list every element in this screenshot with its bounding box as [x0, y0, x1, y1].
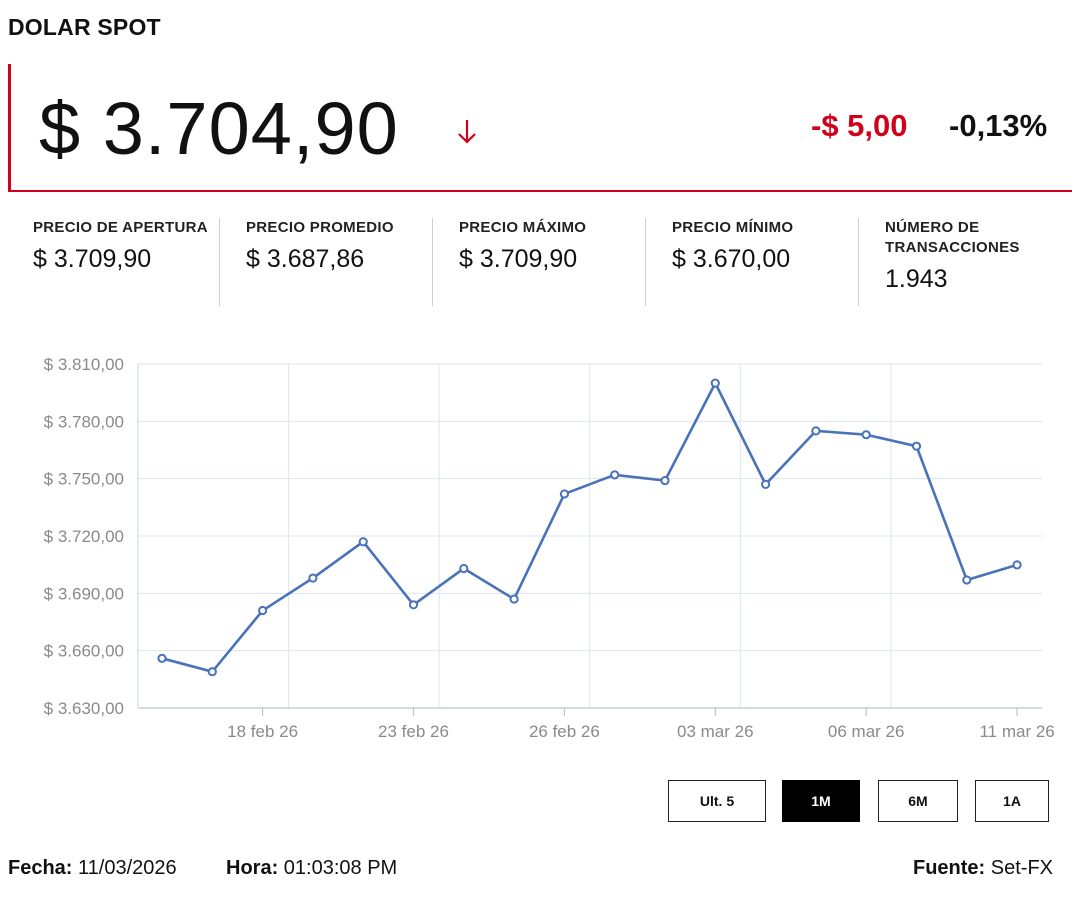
change-percent: -0,13%	[949, 108, 1048, 143]
stat-value: $ 3.709,90	[33, 245, 152, 273]
x-tick-label: 23 feb 26	[378, 722, 449, 741]
stats-row: PRECIO DE APERTURA $ 3.709,90 PRECIO PRO…	[8, 218, 1072, 308]
range-button-1a[interactable]: 1A	[975, 780, 1049, 822]
y-tick-label: $ 3.750,00	[44, 470, 124, 489]
data-point	[610, 470, 620, 480]
change-absolute: -$ 5,00	[811, 108, 908, 143]
stat-value: $ 3.687,86	[246, 245, 365, 273]
stat-min: PRECIO MÍNIMO $ 3.670,00	[647, 218, 859, 306]
range-button-1m[interactable]: 1M	[782, 780, 860, 822]
data-point	[358, 537, 368, 547]
arrow-down-icon	[458, 120, 476, 144]
data-point	[660, 475, 670, 486]
stat-label: PRECIO DE APERTURA	[33, 219, 208, 236]
data-point	[710, 378, 720, 388]
y-tick-label: $ 3.810,00	[44, 355, 124, 374]
y-tick-label: $ 3.630,00	[44, 699, 124, 718]
source-label: Fuente:	[913, 857, 986, 879]
x-tick-label: 06 mar 26	[828, 722, 905, 741]
x-tick-label: 03 mar 26	[677, 722, 754, 741]
x-axis: 18 feb 26 23 feb 26 26 feb 26 03 mar 26 06 m…	[138, 707, 1055, 741]
footer-date: Fecha: 11/03/2026	[8, 857, 177, 880]
y-tick-label: $ 3.720,00	[44, 527, 124, 546]
date-label: Fecha:	[8, 857, 73, 879]
data-point	[811, 426, 821, 436]
footer-time: Hora: 01:03:08 PM	[226, 857, 397, 880]
data-point	[962, 575, 972, 585]
stat-label: NÚMERO DE TRANSACCIONES	[885, 219, 1020, 256]
chart-grid	[138, 363, 1042, 709]
page-title: DOLAR SPOT	[8, 14, 161, 40]
stat-max: PRECIO MÁXIMO $ 3.709,90	[434, 218, 646, 306]
range-selector: Ult. 5 1M 6M 1A	[0, 780, 1080, 822]
range-button-ult5[interactable]: Ult. 5	[668, 780, 766, 822]
stat-opening: PRECIO DE APERTURA $ 3.709,90	[8, 218, 220, 306]
y-tick-label: $ 3.780,00	[44, 412, 124, 431]
x-tick-label: 18 feb 26	[227, 722, 298, 741]
quote-panel: $ 3.704,90 -$ 5,00 -0,13%	[8, 64, 1072, 192]
stat-value: 1.943	[885, 265, 948, 293]
stat-average: PRECIO PROMEDIO $ 3.687,86	[221, 218, 433, 306]
x-tick-label: 26 feb 26	[529, 722, 600, 741]
time-label: Hora:	[226, 857, 279, 879]
y-tick-label: $ 3.660,00	[44, 642, 124, 661]
data-point	[207, 667, 217, 677]
price-series	[157, 378, 1022, 677]
source-value: Set-FX	[990, 857, 1054, 879]
data-point	[509, 594, 519, 604]
data-point	[258, 605, 268, 616]
x-tick-label: 11 mar 26	[979, 722, 1054, 741]
y-axis: $ 3.630,00 $ 3.660,00 $ 3.690,00 $ 3.720,00…	[44, 355, 139, 718]
data-point	[911, 441, 922, 451]
data-point	[459, 563, 469, 574]
stat-label: PRECIO MÁXIMO	[459, 219, 587, 236]
data-point	[761, 479, 771, 489]
data-point	[1012, 560, 1022, 570]
time-value: 01:03:08 PM	[283, 857, 398, 879]
stat-value: $ 3.709,90	[459, 245, 578, 273]
data-point	[559, 489, 570, 499]
data-point	[861, 430, 871, 440]
data-point	[157, 653, 167, 663]
price-line-chart: $ 3.630,00 $ 3.660,00 $ 3.690,00 $ 3.720,00…	[44, 355, 1055, 741]
stat-label: PRECIO PROMEDIO	[246, 219, 394, 236]
series-line	[161, 381, 1018, 673]
date-value: 11/03/2026	[78, 857, 177, 879]
data-point	[408, 600, 419, 610]
y-tick-label: $ 3.690,00	[44, 584, 124, 603]
current-price: $ 3.704,90	[39, 87, 399, 170]
range-button-6m[interactable]: 6M	[878, 780, 958, 822]
stat-label: PRECIO MÍNIMO	[672, 219, 794, 236]
data-point	[308, 573, 318, 583]
stat-value: $ 3.670,00	[672, 245, 791, 273]
stat-transactions: NÚMERO DE TRANSACCIONES 1.943	[860, 218, 1072, 306]
footer-source: Fuente: Set-FX	[913, 857, 1053, 880]
